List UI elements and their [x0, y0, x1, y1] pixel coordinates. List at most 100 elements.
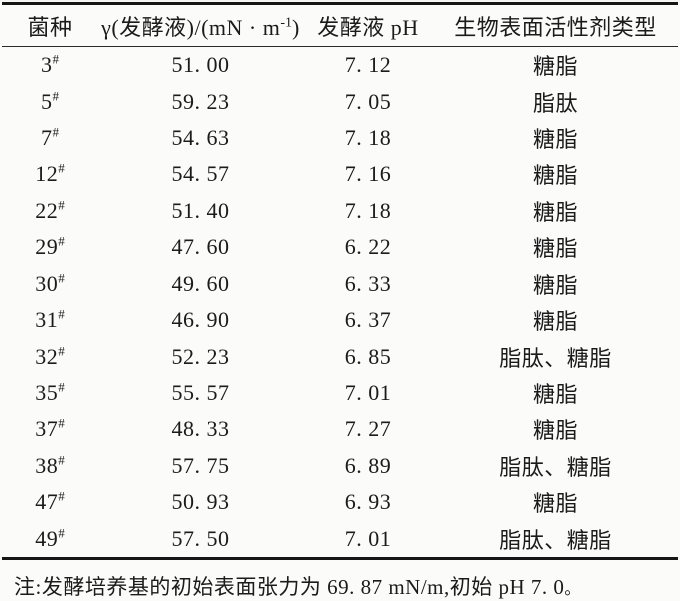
- type-cell: 脂肽、糖脂: [499, 454, 612, 480]
- strain-number: 12: [35, 161, 59, 187]
- gamma-cell: 50. 93: [171, 489, 230, 515]
- header-row: 菌种 γ(发酵液)/(mN · m-1) 发酵液 pH 生物表面活性剂类型: [2, 5, 678, 46]
- ph-cell: 7. 05: [344, 88, 392, 114]
- ph-cell: 7. 16: [344, 161, 392, 187]
- biosurfactant-table: 菌种 γ(发酵液)/(mN · m-1) 发酵液 pH 生物表面活性剂类型: [2, 5, 678, 46]
- strain-hash-sup: #: [52, 124, 60, 140]
- strain-hash-sup: #: [58, 416, 65, 432]
- strain-number: 5: [41, 88, 53, 114]
- strain-hash-sup: #: [52, 88, 60, 104]
- table-row: 37# 48. 33 7. 27 糖脂: [2, 411, 678, 447]
- ph-cell: 7. 12: [344, 52, 392, 78]
- type-cell: 糖脂: [532, 236, 578, 262]
- table-footnote: 注:发酵培养基的初始表面张力为 69. 87 mN/m,初始 pH 7. 0。: [14, 571, 672, 601]
- gamma-unit-exponent: -1: [280, 15, 293, 31]
- strain-cell: 31#: [2, 302, 98, 338]
- strain-hash-sup: #: [58, 233, 65, 249]
- strain-cell: 37#: [2, 411, 98, 447]
- gamma-cell: 48. 33: [171, 416, 230, 442]
- strain-cell: 30#: [2, 266, 98, 302]
- strain-number: 38: [35, 452, 59, 478]
- table-body: 3# 51. 00 7. 12 糖脂 5# 59. 23 7. 05 脂肽 7#…: [2, 47, 678, 557]
- strain-hash-sup: #: [58, 343, 65, 359]
- table-row: 49# 57. 50 7. 01 脂肽、糖脂: [2, 520, 678, 556]
- table-row: 3# 51. 00 7. 12 糖脂: [2, 47, 678, 83]
- strain-hash-sup: #: [58, 306, 65, 322]
- ph-cell: 7. 18: [344, 125, 392, 151]
- gamma-cell: 55. 57: [171, 380, 230, 405]
- col-header-type: 生物表面活性剂类型: [454, 14, 657, 40]
- table-row: 47# 50. 93 6. 93 糖脂: [2, 484, 678, 520]
- strain-hash-sup: #: [58, 161, 65, 177]
- gamma-cell: 51. 40: [171, 197, 230, 223]
- type-cell: 糖脂: [532, 382, 578, 407]
- ph-cell: 6. 22: [344, 234, 392, 260]
- ph-cell: 7. 01: [344, 525, 392, 551]
- strain-number: 35: [35, 380, 59, 405]
- table-row: 38# 57. 75 6. 89 脂肽、糖脂: [2, 448, 678, 484]
- table-top-rule: [2, 2, 678, 5]
- table-bottom-rule: [2, 556, 678, 560]
- strain-cell: 22#: [2, 193, 98, 229]
- col-header-ph: 发酵液 pH: [317, 14, 419, 40]
- type-cell: 脂肽: [532, 90, 578, 116]
- gamma-cell: 57. 75: [171, 452, 230, 478]
- strain-number: 22: [35, 197, 59, 223]
- table-row: 22# 51. 40 7. 18 糖脂: [2, 193, 678, 229]
- strain-number: 47: [35, 489, 59, 515]
- gamma-unit-post: ): [292, 14, 300, 40]
- type-cell: 糖脂: [532, 309, 578, 335]
- strain-cell: 29#: [2, 229, 98, 265]
- strain-number: 31: [35, 307, 59, 333]
- gamma-cell: 49. 60: [171, 270, 230, 296]
- ph-cell: 6. 33: [344, 270, 392, 296]
- gamma-cell: 52. 23: [171, 343, 230, 369]
- col-header-gamma: γ(发酵液)/(mN · m-1): [98, 5, 303, 46]
- type-cell: 脂肽、糖脂: [499, 527, 612, 553]
- strain-hash-sup: #: [58, 379, 65, 395]
- table-row: 30# 49. 60 6. 33 糖脂: [2, 266, 678, 302]
- col-header-strain: 菌种: [27, 14, 73, 40]
- gamma-cell: 47. 60: [171, 234, 230, 260]
- biosurfactant-table-body: 3# 51. 00 7. 12 糖脂 5# 59. 23 7. 05 脂肽 7#…: [2, 47, 678, 557]
- strain-number: 49: [35, 525, 59, 551]
- ph-cell: 6. 93: [344, 489, 392, 515]
- strain-number: 30: [35, 270, 59, 296]
- type-cell: 糖脂: [532, 199, 578, 225]
- table-row: 5# 59. 23 7. 05 脂肽: [2, 83, 678, 119]
- footnote-text: 注:发酵培养基的初始表面张力为 69. 87 mN/m,初始 pH 7. 0: [14, 574, 565, 599]
- gamma-cell: 59. 23: [171, 88, 230, 114]
- strain-hash-sup: #: [52, 51, 60, 67]
- table-row: 29# 47. 60 6. 22 糖脂: [2, 229, 678, 265]
- ph-cell: 6. 37: [344, 307, 392, 333]
- table-row: 35# 55. 57 7. 01 糖脂: [2, 375, 678, 411]
- strain-cell: 12#: [2, 156, 98, 192]
- type-cell: 糖脂: [532, 491, 578, 517]
- strain-cell: 47#: [2, 484, 98, 520]
- strain-cell: 35#: [2, 375, 98, 411]
- ph-cell: 6. 85: [344, 343, 392, 369]
- strain-number: 3: [41, 52, 53, 78]
- gamma-cell: 54. 57: [171, 161, 230, 187]
- strain-number: 37: [35, 416, 59, 442]
- strain-number: 32: [35, 343, 59, 369]
- type-cell: 糖脂: [532, 54, 578, 80]
- strain-cell: 32#: [2, 338, 98, 374]
- type-cell: 糖脂: [532, 163, 578, 189]
- table-row: 31# 46. 90 6. 37 糖脂: [2, 302, 678, 338]
- strain-cell: 5#: [2, 83, 98, 119]
- ph-cell: 7. 01: [344, 380, 392, 405]
- strain-number: 7: [41, 125, 53, 151]
- strain-cell: 38#: [2, 448, 98, 484]
- gamma-cell: 46. 90: [171, 307, 230, 333]
- table-row: 32# 52. 23 6. 85 脂肽、糖脂: [2, 338, 678, 374]
- strain-cell: 3#: [2, 47, 98, 83]
- strain-cell: 49#: [2, 520, 98, 556]
- gamma-cell: 57. 50: [171, 525, 230, 551]
- ph-cell: 7. 18: [344, 197, 392, 223]
- type-cell: 糖脂: [532, 127, 578, 153]
- gamma-unit-pre: γ(发酵液)/(mN · m: [101, 14, 281, 40]
- gamma-cell: 54. 63: [171, 125, 230, 151]
- type-cell: 糖脂: [532, 272, 578, 298]
